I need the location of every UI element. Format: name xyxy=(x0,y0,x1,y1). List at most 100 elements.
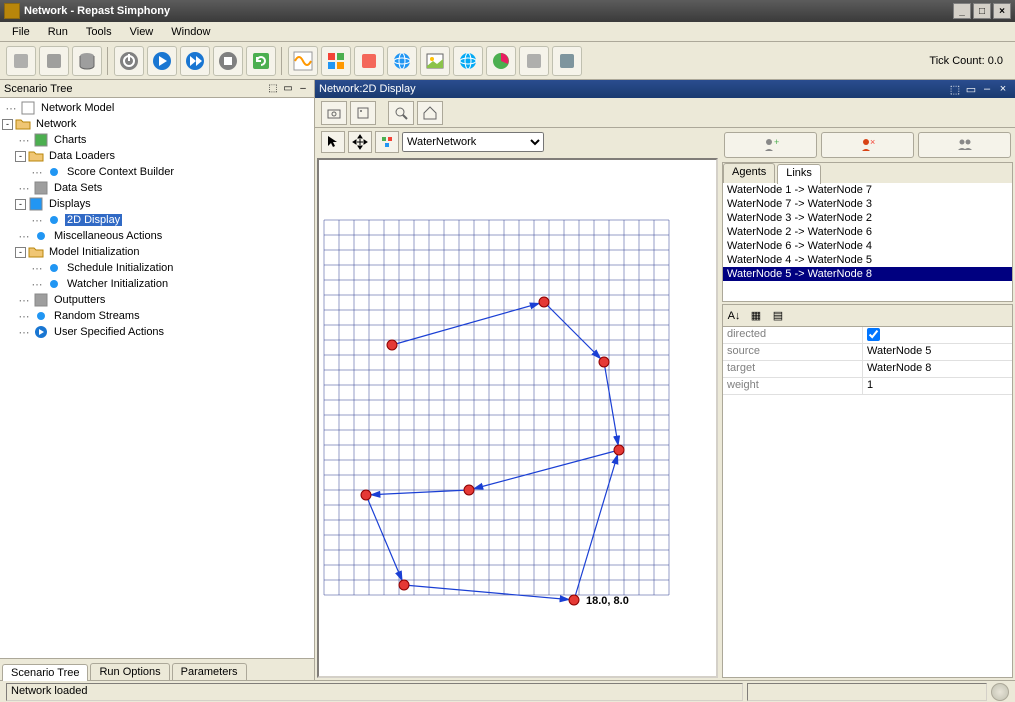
add-agent-button[interactable]: + xyxy=(724,132,817,158)
tree-toggle-icon[interactable]: - xyxy=(15,247,26,258)
close-button[interactable]: × xyxy=(993,3,1011,19)
tree-node[interactable]: ⋯2D Display xyxy=(2,212,312,228)
graph-node[interactable] xyxy=(361,490,371,500)
tree-node[interactable]: ⋯Watcher Initialization xyxy=(2,276,312,292)
stop-icon[interactable] xyxy=(213,46,243,76)
graph-edge[interactable] xyxy=(366,490,469,495)
link-row[interactable]: WaterNode 5 -> WaterNode 8 xyxy=(723,267,1012,281)
tree-toggle-icon[interactable]: - xyxy=(15,199,26,210)
categorize-icon[interactable]: ▦ xyxy=(747,307,765,325)
network-select[interactable]: WaterNetwork xyxy=(402,132,544,152)
link-row[interactable]: WaterNode 7 -> WaterNode 3 xyxy=(723,197,1012,211)
tab-run-options[interactable]: Run Options xyxy=(90,663,169,680)
tree-node[interactable]: ⋯Data Sets xyxy=(2,180,312,196)
link-row[interactable]: WaterNode 1 -> WaterNode 7 xyxy=(723,183,1012,197)
panel-min-icon[interactable]: ▭ xyxy=(281,82,295,96)
tree-node[interactable]: -Data Loaders xyxy=(2,148,312,164)
remove-agent-button[interactable]: × xyxy=(821,132,914,158)
link-row[interactable]: WaterNode 3 -> WaterNode 2 xyxy=(723,211,1012,225)
menu-run[interactable]: Run xyxy=(40,24,76,40)
camera-icon[interactable] xyxy=(321,101,347,125)
tab-parameters[interactable]: Parameters xyxy=(172,663,247,680)
tree-node[interactable]: ⋯Charts xyxy=(2,132,312,148)
tree-node[interactable]: -Network xyxy=(2,116,312,132)
tree-node[interactable]: ⋯Schedule Initialization xyxy=(2,260,312,276)
expand-icon[interactable]: ▤ xyxy=(769,307,787,325)
home-icon[interactable] xyxy=(417,101,443,125)
graph-edge[interactable] xyxy=(392,302,544,345)
globe2-icon[interactable] xyxy=(453,46,483,76)
graph-edge[interactable] xyxy=(366,495,404,585)
zoom-icon[interactable] xyxy=(388,101,414,125)
menu-tools[interactable]: Tools xyxy=(78,24,120,40)
maximize-button[interactable]: □ xyxy=(973,3,991,19)
prop-checkbox[interactable] xyxy=(867,328,880,341)
panel-dash-icon[interactable]: – xyxy=(296,82,310,96)
sort-icon[interactable]: A↓ xyxy=(725,307,743,325)
display-icon xyxy=(28,196,44,212)
graph-node[interactable] xyxy=(569,595,579,605)
graph-node[interactable] xyxy=(387,340,397,350)
select-icon[interactable] xyxy=(321,131,345,153)
display-min-icon[interactable]: – xyxy=(979,82,995,96)
tab-agents[interactable]: Agents xyxy=(723,163,775,183)
graph-edge[interactable] xyxy=(604,362,619,450)
graph-edge[interactable] xyxy=(574,450,619,600)
image-icon[interactable] xyxy=(420,46,450,76)
power-icon[interactable] xyxy=(114,46,144,76)
display-pin-icon[interactable]: ⬚ xyxy=(947,82,963,96)
tree-node[interactable]: -Displays xyxy=(2,196,312,212)
play-icon[interactable] xyxy=(147,46,177,76)
tree-icon[interactable] xyxy=(354,46,384,76)
database-icon[interactable] xyxy=(72,46,102,76)
display-restore-icon[interactable]: ▭ xyxy=(963,82,979,96)
graph-node[interactable] xyxy=(614,445,624,455)
export-icon[interactable] xyxy=(552,46,582,76)
dot-icon xyxy=(33,308,49,324)
tree-node[interactable]: -Model Initialization xyxy=(2,244,312,260)
open-icon[interactable] xyxy=(6,46,36,76)
link-row[interactable]: WaterNode 6 -> WaterNode 4 xyxy=(723,239,1012,253)
tree-node[interactable]: ⋯Network Model xyxy=(2,100,312,116)
menu-view[interactable]: View xyxy=(122,24,162,40)
tab-scenario-tree[interactable]: Scenario Tree xyxy=(2,664,88,681)
link-row[interactable]: WaterNode 2 -> WaterNode 6 xyxy=(723,225,1012,239)
tab-links[interactable]: Links xyxy=(777,164,821,184)
panel-pin-icon[interactable]: ⬚ xyxy=(266,82,280,96)
graph-node[interactable] xyxy=(399,580,409,590)
menu-file[interactable]: File xyxy=(4,24,38,40)
menu-window[interactable]: Window xyxy=(163,24,218,40)
tiles-icon[interactable] xyxy=(321,46,351,76)
move-icon[interactable] xyxy=(348,131,372,153)
tree-toggle-icon[interactable]: - xyxy=(15,151,26,162)
wave-icon[interactable] xyxy=(288,46,318,76)
step-icon[interactable] xyxy=(180,46,210,76)
graph-node[interactable] xyxy=(539,297,549,307)
scenario-tree[interactable]: ⋯Network Model-Network⋯Charts-Data Loade… xyxy=(0,98,314,658)
save-icon[interactable] xyxy=(39,46,69,76)
status-text: Network loaded xyxy=(6,683,743,701)
agents-button[interactable] xyxy=(918,132,1011,158)
tree-node[interactable]: ⋯Outputters xyxy=(2,292,312,308)
grid-icon[interactable] xyxy=(519,46,549,76)
links-list[interactable]: WaterNode 1 -> WaterNode 7WaterNode 7 ->… xyxy=(723,183,1012,301)
pointer-icon[interactable] xyxy=(350,101,376,125)
minimize-button[interactable]: _ xyxy=(953,3,971,19)
tree-node[interactable]: ⋯Miscellaneous Actions xyxy=(2,228,312,244)
tree-toggle-icon[interactable]: - xyxy=(2,119,13,130)
pie-icon[interactable] xyxy=(486,46,516,76)
tree-node[interactable]: ⋯User Specified Actions xyxy=(2,324,312,340)
graph-edge[interactable] xyxy=(544,302,604,362)
link-row[interactable]: WaterNode 4 -> WaterNode 5 xyxy=(723,253,1012,267)
network-canvas[interactable]: 18.0, 8.0 xyxy=(317,158,718,678)
tree-node[interactable]: ⋯Score Context Builder xyxy=(2,164,312,180)
graph-node[interactable] xyxy=(599,357,609,367)
globe-icon[interactable] xyxy=(387,46,417,76)
tree-node[interactable]: ⋯Random Streams xyxy=(2,308,312,324)
reset-icon[interactable] xyxy=(246,46,276,76)
tick-count: Tick Count: 0.0 xyxy=(929,55,1009,67)
layer-icon[interactable] xyxy=(375,131,399,153)
graph-edge[interactable] xyxy=(469,450,619,490)
display-close-icon[interactable]: × xyxy=(995,82,1011,96)
graph-node[interactable] xyxy=(464,485,474,495)
